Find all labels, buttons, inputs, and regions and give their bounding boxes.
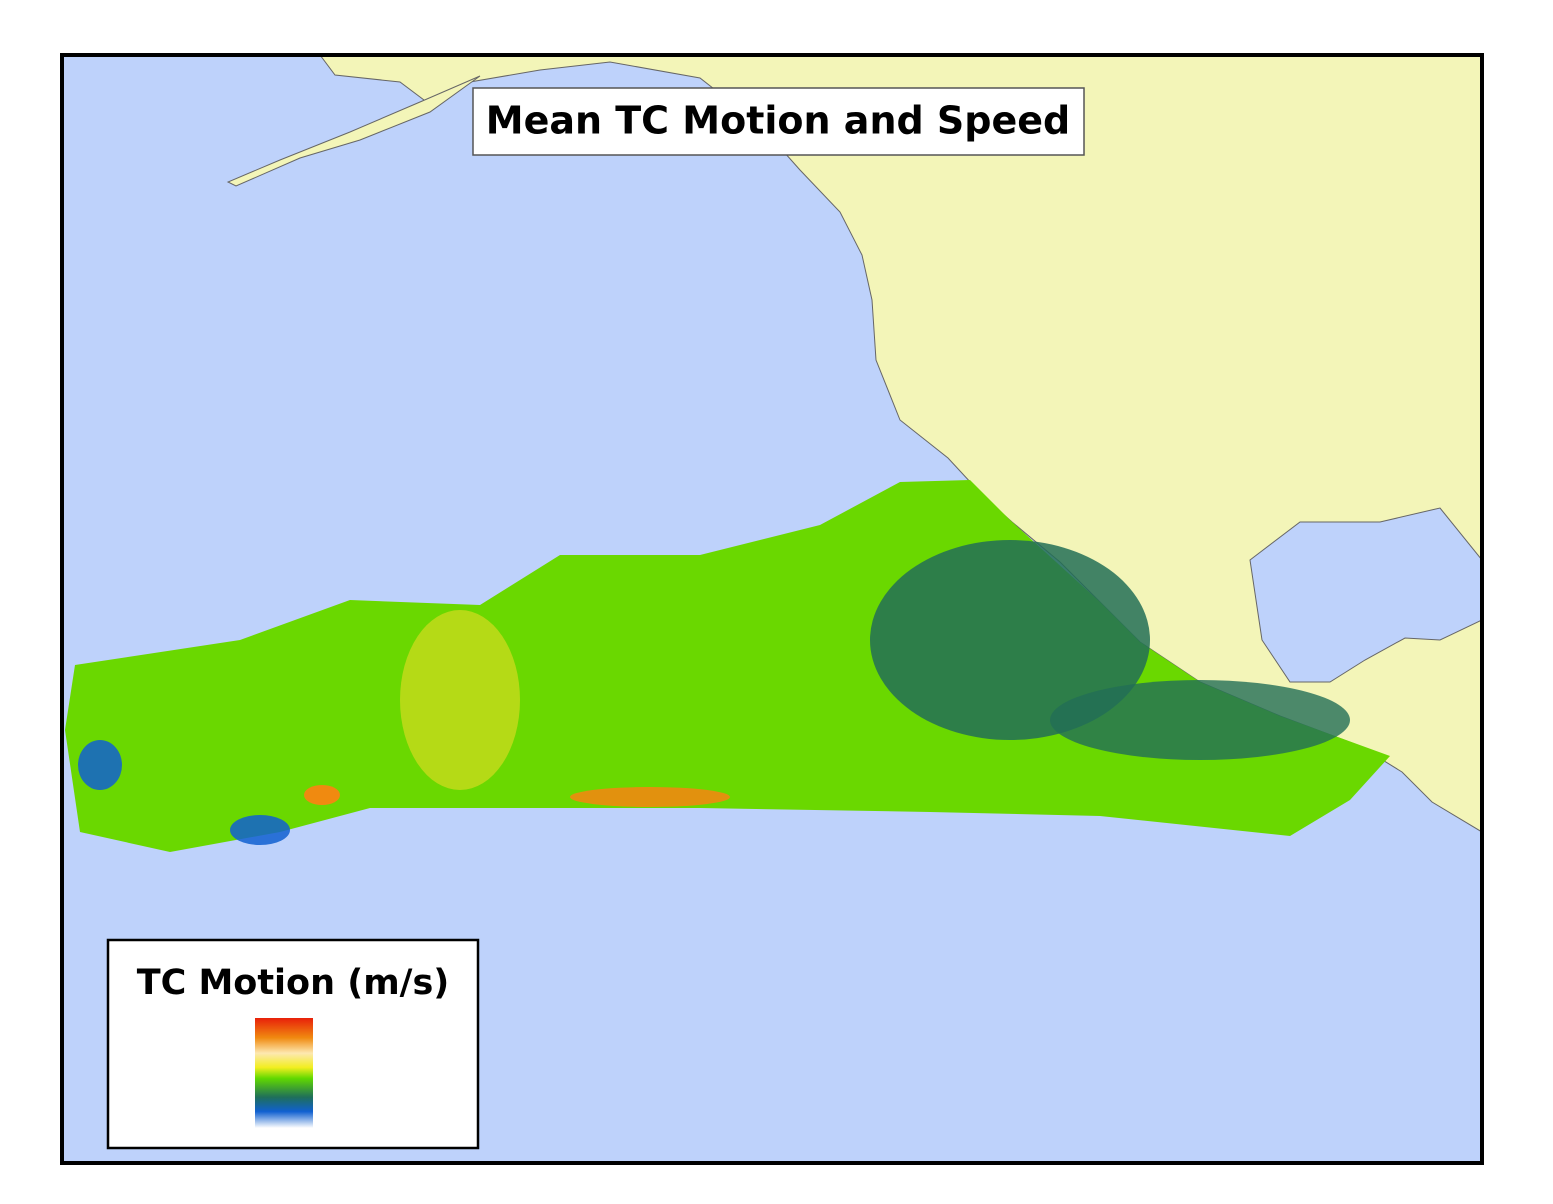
fast-zone [304,785,340,805]
map-body [62,55,1482,1163]
slow-zone [1050,680,1350,760]
title: Mean TC Motion and Speed [486,99,1071,143]
legend-title: TC Motion (m/s) [137,963,450,1003]
fast-zone [400,610,520,790]
colorbar [255,1018,313,1128]
slow-zone [78,740,122,790]
title-box [472,87,1085,156]
slow-zone [870,540,1150,740]
gulf-of-mexico [1249,507,1482,683]
slow-zone [230,815,290,845]
frame [60,53,1484,1165]
fast-zone [570,787,730,807]
alaska-peninsula [226,75,481,187]
